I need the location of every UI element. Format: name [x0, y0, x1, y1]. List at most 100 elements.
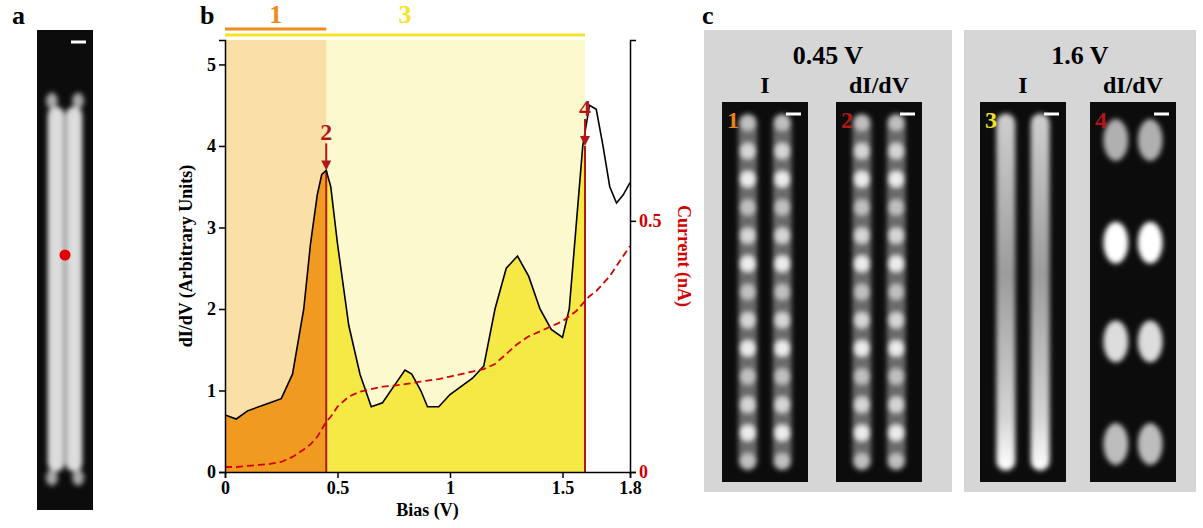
bead: [740, 228, 756, 244]
series-line: [225, 105, 630, 419]
y2-axis: 00.5: [630, 41, 662, 483]
annotation-arrow: [325, 143, 327, 162]
image-background: [980, 102, 1066, 482]
rod: [48, 107, 65, 472]
bead: [774, 199, 790, 215]
region-bar: [225, 34, 585, 37]
rod: [738, 113, 757, 470]
image-group-title: 0.45 V: [793, 41, 864, 70]
bead: [774, 369, 790, 385]
panel-letter: c: [702, 1, 714, 30]
rod: [852, 113, 871, 470]
image-label: 4: [1095, 107, 1107, 133]
region-label: 1: [269, 0, 282, 29]
axis-line: [631, 41, 637, 473]
tick: 0: [221, 472, 230, 498]
bead: [854, 312, 870, 328]
bead: [774, 340, 790, 356]
scale-bar: [71, 41, 86, 44]
blob: [1103, 119, 1128, 161]
rod: [66, 107, 83, 472]
blob: [1138, 321, 1163, 363]
image-channel: dI/dV: [849, 72, 910, 98]
blob: [1103, 222, 1128, 264]
tick-label: 0.5: [639, 211, 662, 231]
tick: 1: [207, 381, 225, 401]
bead: [740, 115, 756, 131]
bead: [888, 397, 904, 413]
bead: [774, 453, 790, 469]
stm-image: [980, 102, 1066, 482]
tick-mark: [219, 472, 225, 474]
bead: [854, 115, 870, 131]
x-axis: 00.511.51.8: [221, 472, 642, 498]
tick-mark: [630, 221, 636, 223]
bead: [774, 425, 790, 441]
bead: [774, 397, 790, 413]
stm-image: [722, 102, 808, 482]
tick: 3: [207, 218, 225, 238]
bead: [854, 199, 870, 215]
y-axis: 012345: [207, 41, 226, 483]
scale-bar: [1044, 113, 1059, 116]
bead: [774, 256, 790, 272]
tick-label: 1: [207, 381, 216, 401]
plot-area: [225, 40, 630, 472]
bead: [888, 453, 904, 469]
rod: [996, 113, 1015, 470]
tick-mark: [219, 227, 225, 229]
bead: [740, 397, 756, 413]
y2-axis-title: Current (nA): [673, 205, 694, 307]
bead: [774, 171, 790, 187]
bead: [854, 340, 870, 356]
panel-letter: a: [12, 1, 25, 30]
blob: [1103, 321, 1128, 363]
annotation-arrowhead: [321, 160, 331, 170]
bead: [740, 312, 756, 328]
annotation-arrowhead: [580, 136, 590, 146]
rod: [887, 113, 906, 470]
tick-label: 1.5: [552, 478, 575, 498]
region-group: [225, 105, 585, 472]
bead: [740, 284, 756, 300]
bead: [740, 369, 756, 385]
bead: [888, 199, 904, 215]
bead: [854, 284, 870, 300]
bead: [740, 171, 756, 187]
tick-label: 0.5: [327, 478, 350, 498]
bead: [888, 284, 904, 300]
region-label: 3: [399, 0, 412, 29]
annotation-label: 4: [579, 95, 591, 121]
blob: [1138, 423, 1163, 465]
rod-lobe: [46, 93, 58, 109]
bead: [888, 312, 904, 328]
tick: 1: [446, 472, 455, 498]
image-label: 2: [841, 107, 853, 133]
tick: 0: [207, 462, 225, 482]
rod: [1031, 113, 1050, 470]
bead: [854, 397, 870, 413]
region-fill: [225, 105, 326, 472]
tick-mark: [219, 309, 225, 311]
tick-label: 2: [207, 299, 216, 319]
scale-bar: [900, 113, 915, 116]
stm-image: [1090, 102, 1176, 482]
stm-image: [836, 102, 922, 482]
bead: [888, 369, 904, 385]
tick: 5: [207, 55, 225, 75]
bead: [740, 143, 756, 159]
bead: [740, 425, 756, 441]
rod-lobe: [72, 93, 84, 109]
region-fill: [225, 105, 585, 472]
panel-letter: b: [200, 1, 214, 30]
blob: [1138, 119, 1163, 161]
bead: [888, 143, 904, 159]
annotation-arrow: [584, 119, 586, 138]
tick-label: 3: [207, 218, 216, 238]
bead: [854, 453, 870, 469]
image-content: [1103, 119, 1162, 465]
image-background: [836, 102, 922, 482]
bead: [888, 228, 904, 244]
rod: [773, 113, 792, 470]
bead: [888, 340, 904, 356]
